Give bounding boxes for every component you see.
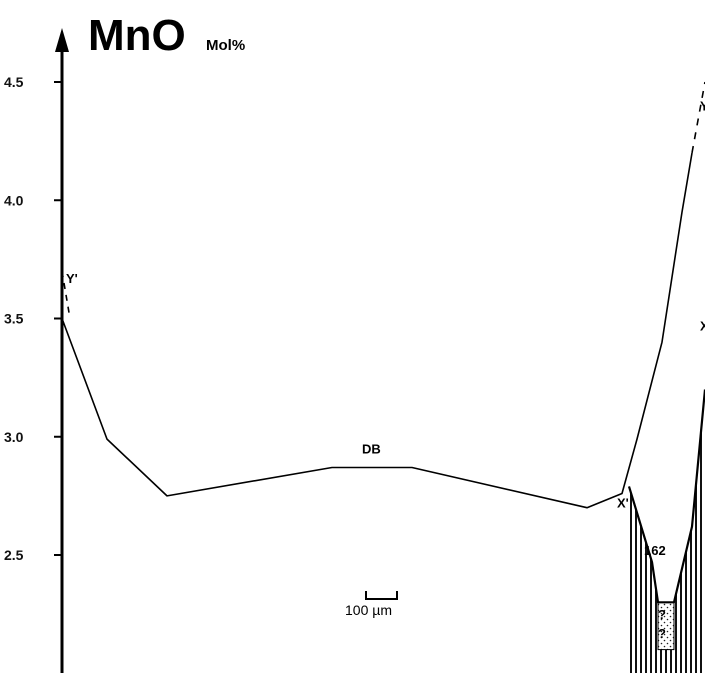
y-ticks: 4.5 4.0 3.5 3.0 2.5 [4,74,62,563]
y-tick-label-1: 4.0 [4,192,24,208]
series-line-0 [61,152,693,509]
scale-bar-label: 100 µm [345,602,392,618]
annotations: Y' Y X X' DB 162?? [66,98,705,640]
series-line-3 [627,389,705,604]
chart-unit: Mol% [206,37,245,54]
chart-title: MnO [88,11,186,60]
hatched-region-162 [629,389,705,673]
y-axis-arrow [55,28,69,52]
annotation-0: Y' [66,271,78,286]
y-tick-label-2: 3.5 [4,311,24,327]
data-lines [61,81,705,604]
annotation-7: ? [658,626,666,641]
annotation-2: X [700,318,705,333]
y-tick-label-3: 3.0 [4,429,24,445]
annotation-1: Y [700,98,705,113]
scale-bar: 100 µm [345,591,398,618]
series-line-1 [61,271,71,319]
annotation-4: DB [362,441,381,456]
series-line-2 [691,81,705,154]
scale-bar-line [365,591,398,600]
annotation-3: X' [617,496,629,511]
y-tick-label-4: 2.5 [4,547,24,563]
annotation-5: 162 [644,543,666,558]
y-tick-label-0: 4.5 [4,74,24,90]
hatch-fill [629,389,705,673]
annotation-6: ? [658,607,666,622]
